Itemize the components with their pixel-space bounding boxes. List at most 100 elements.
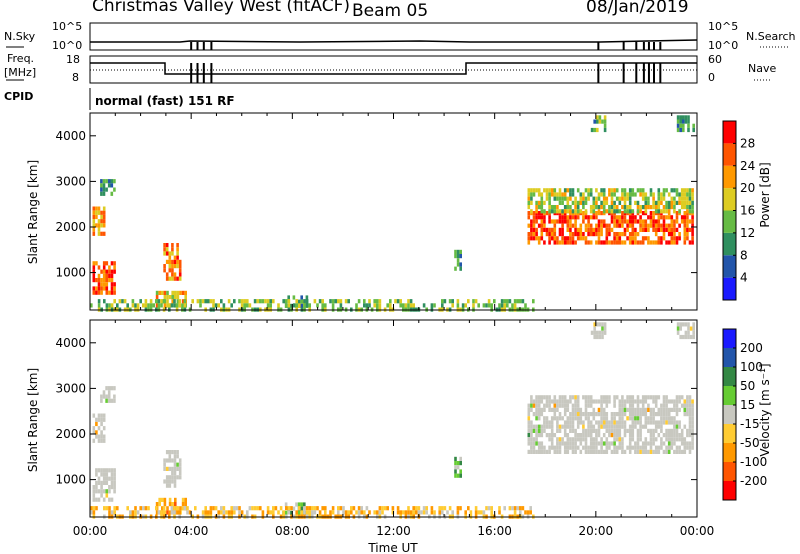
data-cell-8 xyxy=(618,196,622,201)
data-cell-8 xyxy=(527,200,531,205)
data-cell-7 xyxy=(683,407,687,412)
data-cell-0 xyxy=(105,278,109,283)
data-cell-7 xyxy=(597,424,601,429)
data-cell-8 xyxy=(530,196,533,201)
data-cell-11 xyxy=(259,299,262,304)
data-cell-10 xyxy=(129,510,132,515)
data-cell-11 xyxy=(305,299,309,304)
data-cell-7 xyxy=(558,428,562,433)
data-cell-8 xyxy=(626,205,629,210)
data-cell-7 xyxy=(592,449,596,454)
data-cell-7 xyxy=(600,211,603,216)
data-cell-7 xyxy=(639,416,642,421)
data-cell-11 xyxy=(144,299,148,304)
data-cell-8 xyxy=(587,188,590,193)
data-cell-8 xyxy=(610,205,614,210)
data-cell-1 xyxy=(97,231,101,236)
data-cell-7 xyxy=(639,223,642,228)
data-cell-8 xyxy=(670,188,674,193)
data-cell-7 xyxy=(652,433,655,438)
data-cell-7 xyxy=(610,412,614,417)
data-cell-7 xyxy=(649,211,653,216)
data-cell-7 xyxy=(589,420,593,425)
y-tick-label: 3000 xyxy=(55,381,86,395)
data-cell-11 xyxy=(477,303,480,308)
data-cell-2 xyxy=(110,179,114,184)
data-cell-7 xyxy=(550,236,554,241)
data-cell-10 xyxy=(305,506,309,511)
data-cell-10 xyxy=(324,510,327,515)
data-cell-10 xyxy=(477,510,480,515)
data-cell-10 xyxy=(105,506,109,511)
data-cell-7 xyxy=(634,424,637,429)
data-cell-11 xyxy=(121,299,124,304)
data-cell-0 xyxy=(100,290,103,295)
data-cell-10 xyxy=(529,506,532,511)
data-cell-10 xyxy=(487,506,491,511)
velocity-colorbar-swatch xyxy=(723,348,736,367)
data-cell-7 xyxy=(647,420,650,425)
data-cell-2 xyxy=(105,394,108,399)
data-cell-11 xyxy=(389,299,392,304)
data-cell-8 xyxy=(683,200,687,205)
data-cell-1 xyxy=(97,434,101,439)
data-cell-7 xyxy=(532,223,536,228)
data-cell-8 xyxy=(576,209,580,214)
data-cell-7 xyxy=(654,437,658,442)
data-cell-3 xyxy=(176,450,179,455)
data-cell-7 xyxy=(649,219,653,224)
data-cell-7 xyxy=(548,395,551,400)
data-cell-7 xyxy=(556,445,559,450)
data-cell-7 xyxy=(670,441,674,446)
data-cell-7 xyxy=(654,449,658,454)
data-cell-8 xyxy=(665,205,668,210)
data-cell-4 xyxy=(166,295,169,300)
data-cell-8 xyxy=(543,209,546,214)
data-cell-7 xyxy=(587,428,590,433)
data-cell-1 xyxy=(97,227,101,232)
data-cell-10 xyxy=(162,510,166,515)
data-cell-0 xyxy=(110,282,114,287)
data-cell-4 xyxy=(163,295,167,300)
data-cell-7 xyxy=(641,219,645,224)
data-cell-7 xyxy=(613,232,616,237)
data-cell-7 xyxy=(553,399,557,404)
data-cell-3 xyxy=(178,276,182,281)
data-cell-4 xyxy=(161,506,164,511)
data-cell-7 xyxy=(600,416,603,421)
data-cell-7 xyxy=(670,445,674,450)
data-cell-7 xyxy=(608,395,611,400)
data-cell-3 xyxy=(173,471,177,476)
data-cell-7 xyxy=(670,420,674,425)
data-cell-7 xyxy=(571,223,575,228)
data-cell-0 xyxy=(105,476,109,481)
data-cell-3 xyxy=(178,268,182,273)
data-cell-3 xyxy=(178,458,182,463)
data-cell-7 xyxy=(615,424,619,429)
data-cell-7 xyxy=(636,445,640,450)
data-cell-11 xyxy=(464,303,467,308)
data-cell-11 xyxy=(339,299,343,304)
data-cell-8 xyxy=(623,192,627,197)
data-cell-0 xyxy=(95,485,98,490)
data-cell-7 xyxy=(662,433,666,438)
data-cell-8 xyxy=(548,200,551,205)
data-cell-11 xyxy=(123,299,127,304)
data-cell-8 xyxy=(561,200,564,205)
data-cell-7 xyxy=(652,211,655,216)
x-tick-label: 20:00 xyxy=(579,524,614,538)
data-cell-5 xyxy=(290,303,293,308)
data-cell-10 xyxy=(266,506,270,511)
data-cell-11 xyxy=(513,303,517,308)
data-cell-7 xyxy=(647,223,650,228)
power-colorbar-swatch xyxy=(723,277,736,300)
power-colorbar-swatch xyxy=(723,165,736,189)
data-cell-8 xyxy=(602,192,606,197)
data-cell-7 xyxy=(621,441,624,446)
data-cell-7 xyxy=(602,420,606,425)
data-cell-3 xyxy=(168,251,172,256)
data-cell-7 xyxy=(673,433,676,438)
data-cell-8 xyxy=(535,209,538,214)
data-cell-7 xyxy=(652,227,655,232)
data-cell-7 xyxy=(584,428,588,433)
